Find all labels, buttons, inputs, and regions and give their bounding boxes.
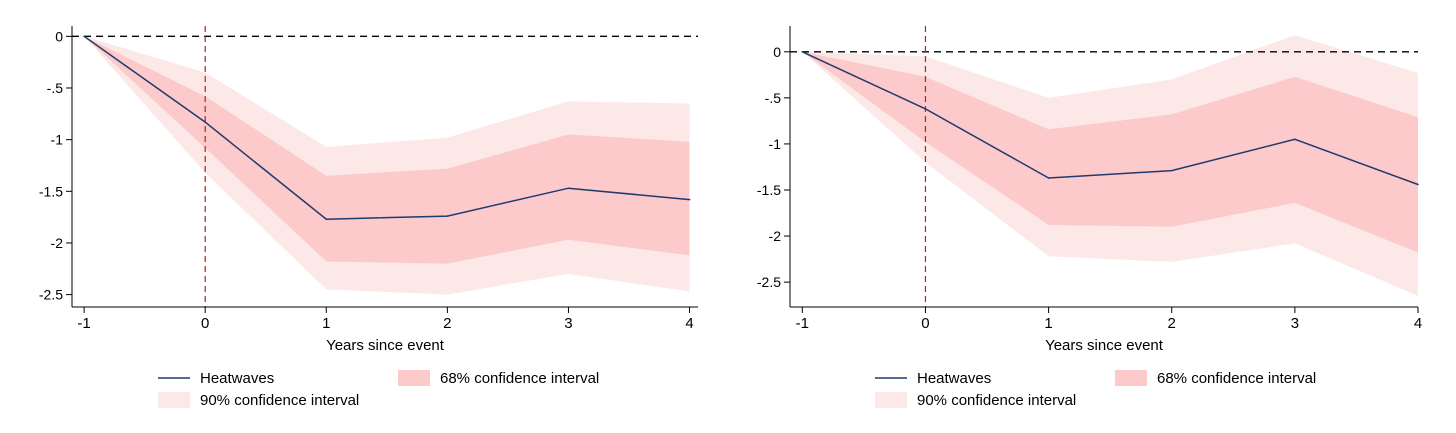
legend-ci90-swatch — [875, 392, 907, 408]
y-tick-label: -1 — [769, 136, 782, 152]
chart-panel-1: 0 -.5 -1 -1.5 -2 -2.5 -1 0 1 2 3 4 Years since event… — [39, 26, 698, 409]
heatwaves-point — [688, 198, 691, 201]
legend-ci68-label: 68% confidence interval — [1157, 370, 1316, 387]
legend-ci90-swatch — [158, 392, 190, 408]
legend-ci68-swatch — [398, 370, 430, 386]
y-tick-label: -1.5 — [39, 183, 63, 199]
x-tick-label: 3 — [1291, 315, 1299, 332]
legend: Heatwaves 68% confidence interval 90% conf… — [158, 370, 599, 409]
x-axis-label: Years since event — [326, 337, 445, 354]
x-tick-label: -1 — [77, 315, 90, 332]
heatwaves-line — [801, 51, 1419, 186]
heatwaves-point — [1294, 138, 1296, 141]
heatwaves-point — [83, 35, 85, 38]
heatwaves-point — [204, 121, 206, 123]
heatwaves-point — [1047, 177, 1050, 179]
y-tick-label: -2.5 — [39, 287, 63, 303]
heatwaves-point — [567, 187, 570, 189]
legend-ci68-swatch — [1115, 370, 1147, 386]
y-tick-label: 0 — [55, 28, 63, 44]
x-tick-label: 0 — [921, 315, 929, 332]
y-tick-label: -.5 — [765, 90, 782, 106]
x-tick-label: -1 — [796, 315, 809, 332]
y-tick-label: -1 — [51, 132, 64, 148]
ci68-band — [802, 51, 1418, 253]
y-tick-label: 0 — [773, 44, 781, 60]
legend: Heatwaves 68% confidence interval 90% conf… — [875, 370, 1316, 409]
y-tick-label: -2 — [769, 228, 782, 244]
heatwaves-point — [446, 215, 449, 217]
y-tick-label: -2 — [51, 235, 64, 251]
x-tick-label: 2 — [1168, 315, 1176, 332]
heatwaves-point — [1170, 169, 1173, 172]
heatwaves-point — [325, 218, 328, 220]
x-tick-label: 2 — [443, 315, 451, 332]
legend-ci90-label: 90% confidence interval — [917, 392, 1076, 409]
heatwaves-point — [801, 50, 804, 53]
ci68-band — [84, 36, 690, 264]
x-tick-label: 1 — [1044, 315, 1052, 332]
y-tick-label: -.5 — [47, 80, 64, 96]
heatwaves-point — [924, 108, 927, 110]
chart-panel-2: 0 -.5 -1 -1.5 -2 -2.5 -1 0 1 2 3 4 Years since event… — [757, 26, 1422, 409]
x-tick-label: 0 — [201, 315, 209, 332]
heatwaves-point — [1417, 183, 1419, 186]
legend-heatwaves-label: Heatwaves — [917, 370, 991, 387]
x-tick-label: 1 — [322, 315, 330, 332]
heatwaves-line — [83, 35, 690, 220]
y-tick-label: -1.5 — [757, 182, 781, 198]
x-axis-label: Years since event — [1045, 337, 1164, 354]
legend-ci68-label: 68% confidence interval — [440, 370, 599, 387]
x-tick-label: 3 — [564, 315, 572, 332]
legend-ci90-label: 90% confidence interval — [200, 392, 359, 409]
x-tick-label: 4 — [1414, 315, 1422, 332]
x-tick-label: 4 — [685, 315, 693, 332]
y-tick-label: -2.5 — [757, 274, 781, 290]
legend-heatwaves-label: Heatwaves — [200, 370, 274, 387]
